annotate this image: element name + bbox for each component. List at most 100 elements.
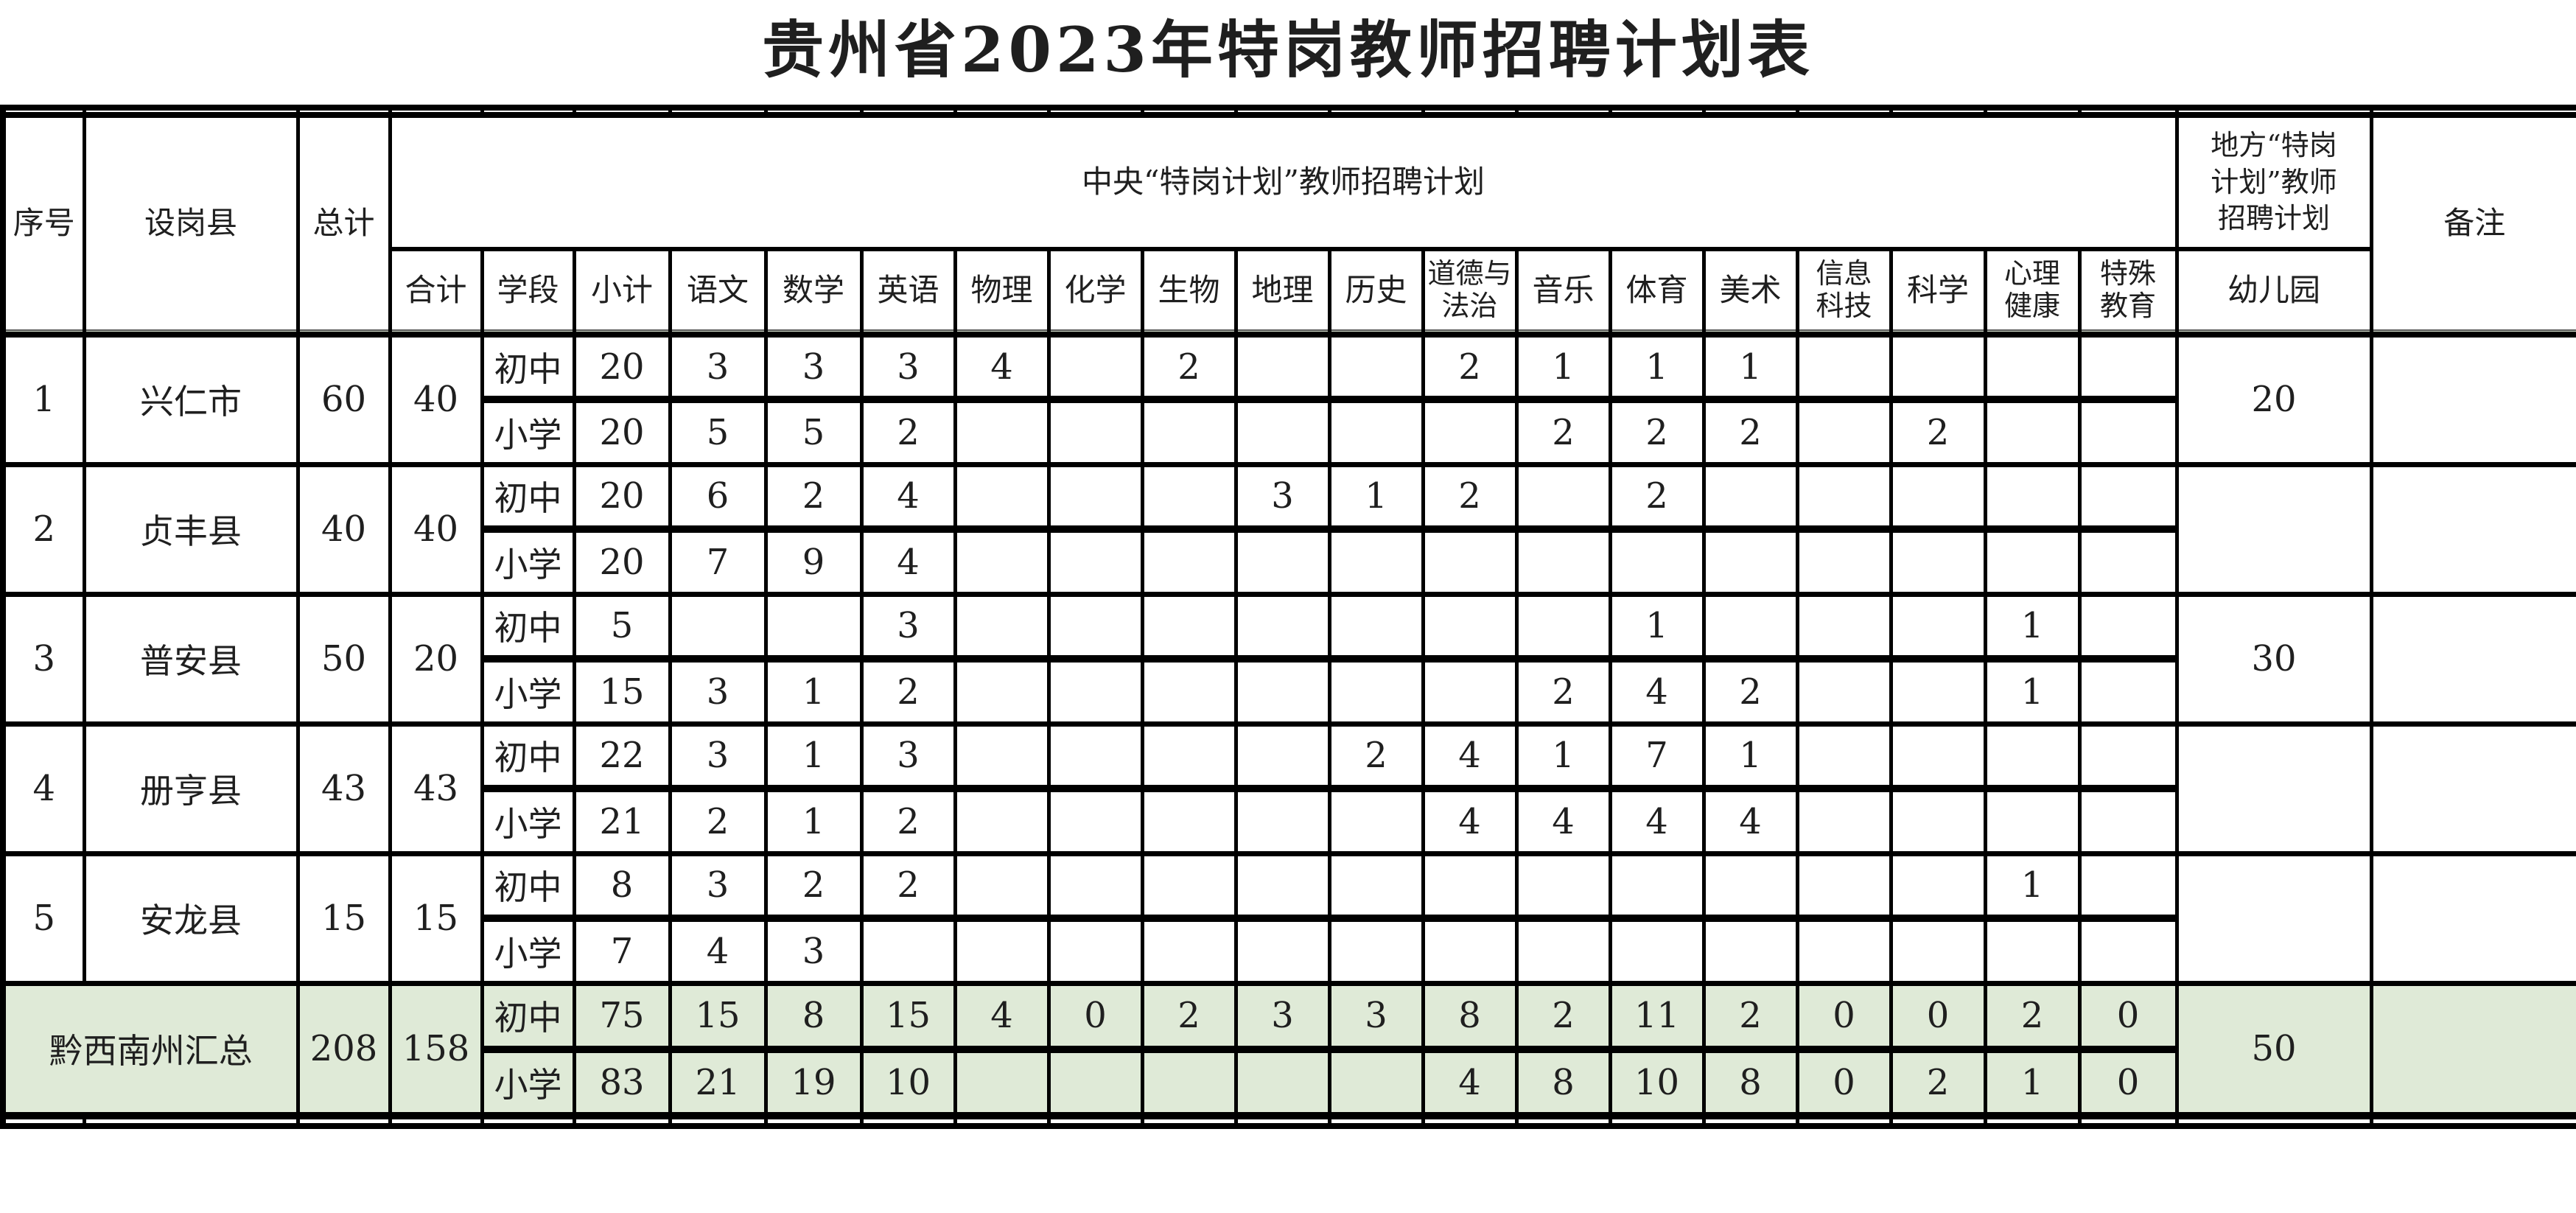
summary-stage-cell-junior: 初中 [480, 980, 576, 1052]
junior-subject-cell-15 [2077, 850, 2179, 920]
primary-subtotal-cell: 7 [572, 915, 672, 985]
primary-subtotal-cell: 15 [572, 655, 672, 726]
clipped-cell [480, 108, 576, 118]
collapsed-green-cell [1983, 329, 2082, 338]
primary-subject-cell-2: 2 [859, 396, 957, 466]
summary-primary-subject-cell-3 [953, 1046, 1051, 1118]
col-header-subject-2: 英语 [859, 247, 957, 331]
primary-subject-cell-13 [1889, 525, 1987, 596]
summary-primary-subject-cell-13: 2 [1889, 1046, 1987, 1118]
junior-subject-cell-10: 7 [1608, 721, 1706, 791]
primary-subject-cell-4 [1046, 525, 1144, 596]
clipped-cell [572, 1112, 672, 1126]
summary-stage-cell-primary: 小学 [480, 1046, 576, 1118]
summary-primary-subject-cell-10: 10 [1608, 1046, 1706, 1118]
recruitment-plan-table: 序号 设岗县 总计 中央“特岗计划”教师招聘计划 地方“特岗 计划”教师 招聘计… [0, 105, 2576, 1129]
junior-subject-cell-13 [1889, 721, 1987, 791]
central-total-cell: 15 [388, 850, 484, 985]
junior-subject-cell-2: 3 [859, 332, 957, 402]
junior-subject-cell-8 [1421, 591, 1519, 661]
primary-subject-cell-4 [1046, 915, 1144, 985]
clipped-cell [2369, 108, 2576, 118]
junior-subject-cell-8: 2 [1421, 461, 1519, 531]
primary-subject-cell-8: 4 [1421, 785, 1519, 856]
clipped-cell [1608, 1112, 1706, 1126]
grand-total-cell: 40 [295, 461, 392, 596]
junior-subject-cell-1: 2 [763, 461, 864, 531]
junior-subject-cell-10 [1608, 850, 1706, 920]
primary-subject-cell-15 [2077, 396, 2179, 466]
county-row-primary: 小学 20 7 9 4 [3, 525, 2576, 596]
primary-subject-cell-15 [2077, 915, 2179, 985]
summary-junior-subject-cell-0: 15 [668, 980, 768, 1052]
junior-subject-cell-6: 3 [1233, 461, 1331, 531]
stage-cell-junior: 初中 [480, 850, 576, 920]
primary-subject-cell-12 [1795, 915, 1893, 985]
primary-subject-cell-1: 9 [763, 525, 864, 596]
junior-subject-cell-9 [1514, 591, 1612, 661]
primary-subject-cell-0: 5 [668, 396, 768, 466]
collapsed-green-cell [572, 329, 672, 338]
junior-subject-cell-5 [1140, 721, 1238, 791]
summary-central-total-cell: 158 [388, 980, 484, 1118]
primary-subject-cell-14 [1983, 785, 2082, 856]
collapsed-green-row [1, 329, 2576, 338]
collapsed-green-cell [763, 329, 864, 338]
col-header-subject-1: 数学 [763, 247, 864, 331]
remark-cell [2369, 850, 2576, 985]
junior-subject-cell-6 [1233, 721, 1331, 791]
summary-primary-subject-cell-11: 8 [1701, 1046, 1799, 1118]
clipped-cell [1046, 108, 1144, 118]
junior-subtotal-cell: 20 [572, 332, 672, 402]
junior-subtotal-cell: 22 [572, 721, 672, 791]
collapsed-green-cell [2077, 329, 2179, 338]
clipped-cell [1701, 1112, 1799, 1126]
junior-subject-cell-14 [1983, 332, 2082, 402]
primary-subject-cell-9 [1514, 525, 1612, 596]
clipped-cell [1514, 1112, 1612, 1126]
col-header-subject-0: 语文 [668, 247, 768, 331]
junior-subject-cell-7 [1327, 591, 1425, 661]
kindergarten-cell [2174, 461, 2373, 596]
primary-subject-cell-5 [1140, 396, 1238, 466]
junior-subject-cell-7: 2 [1327, 721, 1425, 791]
primary-subject-cell-3 [953, 396, 1051, 466]
junior-subject-cell-0: 3 [668, 721, 768, 791]
col-header-central-plan: 中央“特岗计划”教师招聘计划 [388, 112, 2179, 251]
county-row-primary: 小学 21 2 1 2 4 4 4 4 [3, 785, 2576, 856]
stage-cell-junior: 初中 [480, 591, 576, 661]
serial-cell: 3 [1, 591, 86, 726]
primary-subtotal-cell: 20 [572, 396, 672, 466]
clipped-cell [1889, 1112, 1987, 1126]
junior-subject-cell-10: 1 [1608, 591, 1706, 661]
primary-subject-cell-6 [1233, 655, 1331, 726]
summary-junior-subject-cell-3: 4 [953, 980, 1051, 1052]
junior-subject-cell-15 [2077, 721, 2179, 791]
junior-subject-cell-11 [1701, 591, 1799, 661]
junior-subject-cell-6 [1233, 850, 1331, 920]
summary-junior-subject-cell-15: 0 [2077, 980, 2179, 1052]
primary-subject-cell-1: 3 [763, 915, 864, 985]
junior-subject-cell-13 [1889, 850, 1987, 920]
primary-subject-cell-2: 4 [859, 525, 957, 596]
summary-junior-subject-cell-9: 2 [1514, 980, 1612, 1052]
primary-subject-cell-7 [1327, 655, 1425, 726]
primary-subject-cell-1: 1 [763, 785, 864, 856]
junior-subject-cell-7: 1 [1327, 461, 1425, 531]
primary-subject-cell-2 [859, 915, 957, 985]
junior-subject-cell-4 [1046, 332, 1144, 402]
col-header-subject-15: 特殊 教育 [2077, 247, 2179, 331]
junior-subject-cell-5: 2 [1140, 332, 1238, 402]
serial-cell: 4 [1, 721, 86, 856]
kindergarten-cell: 30 [2174, 591, 2373, 726]
grand-total-cell: 60 [295, 332, 392, 466]
clipped-cell [480, 1112, 576, 1126]
kindergarten-cell: 20 [2174, 332, 2373, 466]
stage-cell-junior: 初中 [480, 461, 576, 531]
remark-cell [2369, 461, 2576, 596]
junior-subject-cell-12 [1795, 850, 1893, 920]
remark-cell [2369, 591, 2576, 726]
junior-subject-cell-14 [1983, 721, 2082, 791]
stage-cell-primary: 小学 [480, 655, 576, 726]
junior-subject-cell-8: 2 [1421, 332, 1519, 402]
